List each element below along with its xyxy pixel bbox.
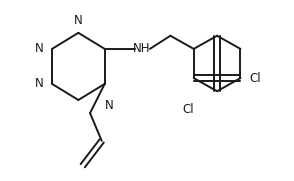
Text: N: N [35, 77, 44, 90]
Text: N: N [74, 14, 83, 27]
Text: N: N [105, 99, 113, 112]
Text: NH: NH [132, 42, 150, 55]
Text: N: N [35, 42, 44, 55]
Text: Cl: Cl [182, 103, 194, 116]
Text: Cl: Cl [249, 72, 261, 85]
